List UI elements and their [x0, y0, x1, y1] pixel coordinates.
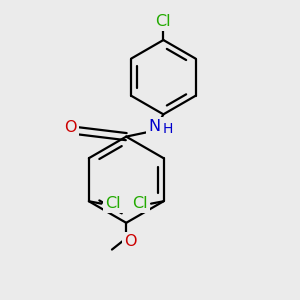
Text: N: N [148, 119, 160, 134]
Text: Cl: Cl [105, 196, 121, 211]
Text: Cl: Cl [132, 196, 148, 211]
Text: H: H [163, 122, 173, 136]
Text: N: N [148, 119, 160, 134]
Text: Cl: Cl [156, 14, 171, 29]
Text: O: O [64, 120, 77, 135]
Text: O: O [64, 120, 77, 135]
Text: H: H [163, 122, 173, 136]
Text: Cl: Cl [132, 196, 148, 211]
Text: Cl: Cl [105, 196, 121, 211]
Text: O: O [124, 234, 137, 249]
Text: Cl: Cl [156, 14, 171, 29]
Text: O: O [124, 234, 137, 249]
